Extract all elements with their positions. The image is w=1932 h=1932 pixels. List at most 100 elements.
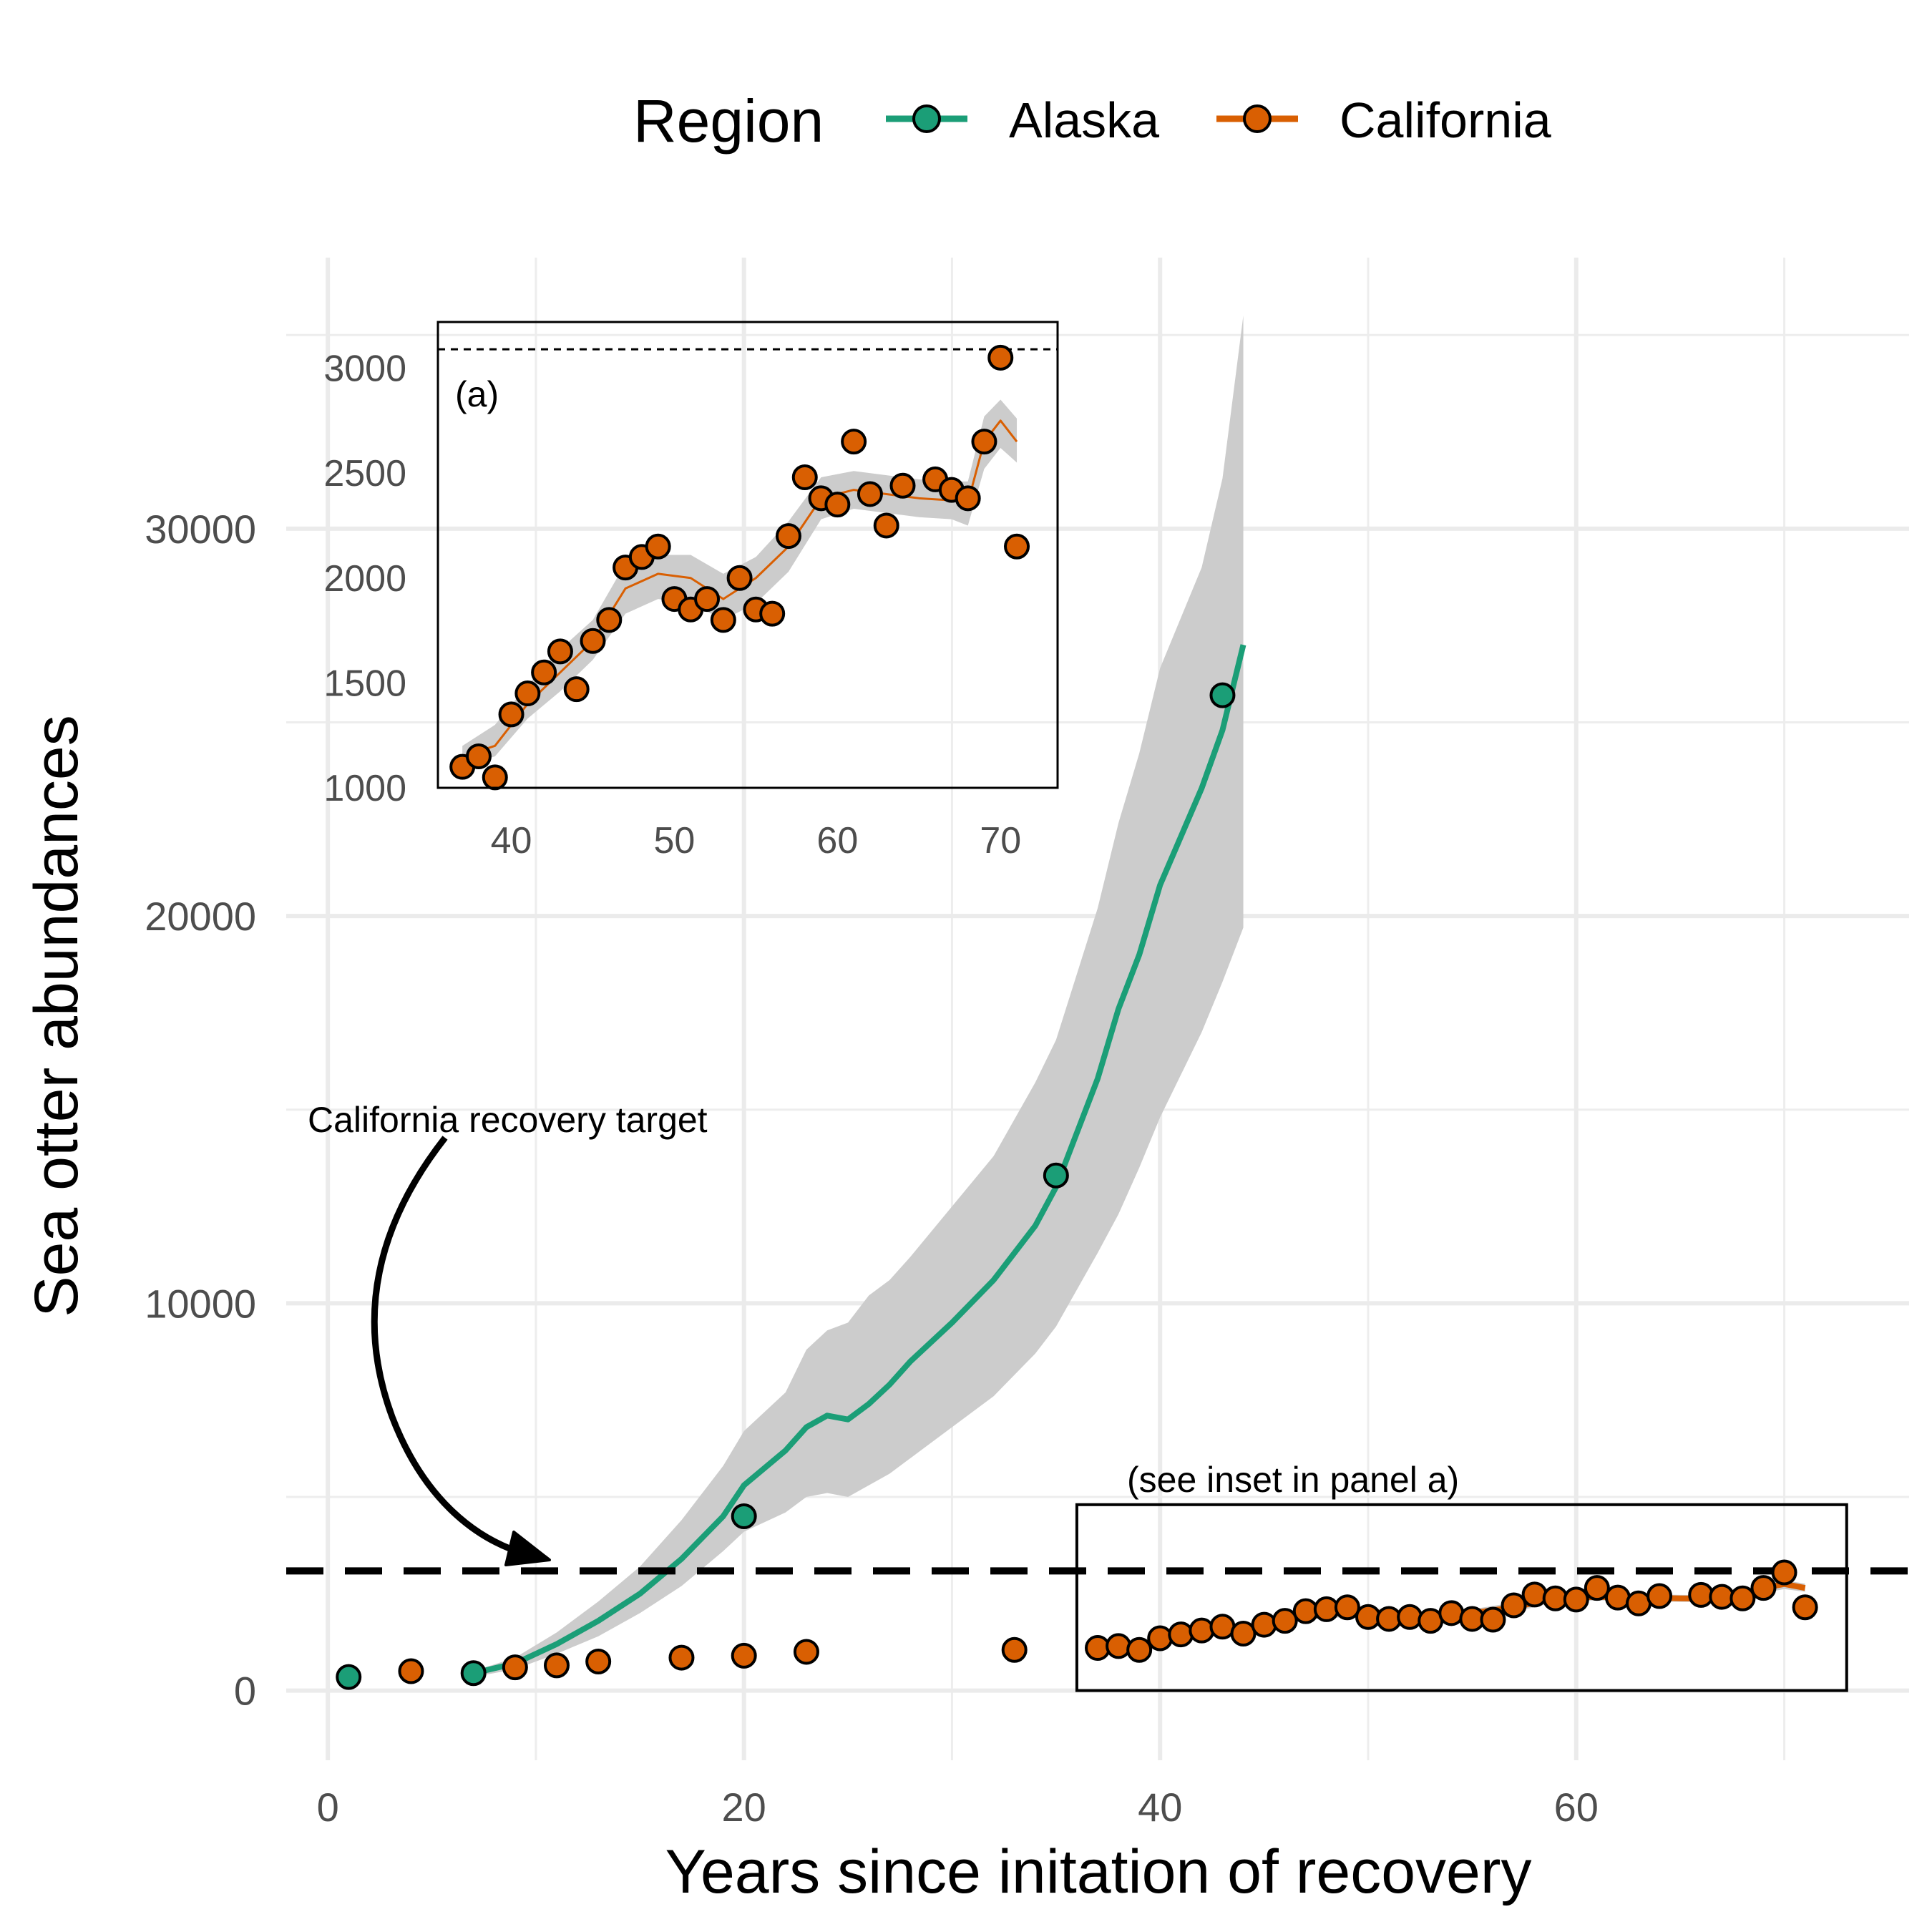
data-point-california <box>1438 1600 1465 1626</box>
inset-data-point <box>498 701 525 728</box>
data-point-california <box>1688 1581 1714 1608</box>
data-point-california <box>1001 1636 1028 1663</box>
inset-data-point <box>759 600 786 627</box>
x-tick-label: 0 <box>317 1785 339 1830</box>
legend-title: Region <box>633 87 824 155</box>
data-point-california <box>1334 1594 1360 1621</box>
recovery-target-arrow <box>371 1136 527 1558</box>
data-point-california <box>1313 1596 1340 1622</box>
ci-band-alaska <box>473 316 1244 1677</box>
data-point-california <box>1771 1559 1797 1586</box>
data-point-california <box>1168 1621 1194 1648</box>
inset-data-point <box>841 429 867 455</box>
x-tick-label: 40 <box>1138 1785 1182 1830</box>
x-tick-label: 20 <box>722 1785 766 1830</box>
inset-x-tick-label: 40 <box>491 820 532 862</box>
fit-line-alaska <box>472 644 1246 1677</box>
inset-x-axis-ticks: 40 50 60 70 <box>491 820 1022 862</box>
data-point-california <box>1106 1633 1132 1659</box>
inset-region-box <box>1075 1503 1848 1692</box>
inset-y-axis-ticks: 1000 1500 2000 2500 3000 <box>323 348 406 809</box>
x-axis-title: Years since initation of recovery <box>665 1838 1531 1906</box>
data-point-alaska <box>1209 682 1236 708</box>
data-point-california <box>1189 1617 1215 1644</box>
data-point-california <box>1126 1636 1153 1663</box>
data-point-california <box>1563 1586 1589 1613</box>
y-axis-title: Sea otter abundances <box>22 715 91 1317</box>
inset-y-tick-label: 1000 <box>323 768 406 809</box>
inset-data-point <box>971 429 997 455</box>
data-point-alaska <box>731 1503 757 1530</box>
inset-data-point <box>531 659 557 686</box>
inset-y-tick-label: 3000 <box>323 348 406 390</box>
inset-y-tick-label: 2000 <box>323 558 406 600</box>
inset-y-tick-label: 1500 <box>323 663 406 704</box>
inset-note-label: (see inset in panel a) <box>1127 1460 1459 1500</box>
data-point-california <box>1147 1625 1174 1652</box>
data-point-california <box>731 1642 757 1669</box>
data-point-california <box>1750 1575 1777 1601</box>
data-point-california <box>1355 1604 1381 1630</box>
x-tick-label: 60 <box>1554 1785 1599 1830</box>
inset-data-point <box>726 565 753 591</box>
data-point-california <box>793 1639 819 1665</box>
data-point-california <box>1480 1606 1506 1633</box>
data-point-california <box>1729 1585 1756 1611</box>
inset-data-point <box>987 344 1014 371</box>
inset-region-rect <box>1075 1503 1848 1692</box>
recovery-target-arrowhead <box>504 1531 551 1566</box>
y-tick-label: 30000 <box>145 507 256 552</box>
data-point-california <box>1584 1575 1610 1601</box>
data-point-california <box>668 1644 695 1671</box>
data-point-california <box>1230 1621 1257 1647</box>
inset-data-point <box>889 472 916 499</box>
recovery-target-label: California recovery target <box>308 1100 708 1140</box>
inset-data-point <box>775 523 801 550</box>
inset-data-point <box>710 607 736 633</box>
inset-x-tick-label: 50 <box>654 820 696 862</box>
inset-data-point <box>596 607 623 633</box>
data-point-alaska <box>336 1664 362 1690</box>
inset-x-tick-label: 60 <box>816 820 858 862</box>
inset-data-point <box>694 586 721 613</box>
inset-data-point <box>1004 533 1030 560</box>
inset-data-point <box>514 680 541 707</box>
data-point-california <box>1292 1598 1319 1624</box>
inset-data-point <box>563 676 590 703</box>
inset-y-tick-label: 2500 <box>323 453 406 494</box>
inset-data-point <box>465 743 492 770</box>
y-tick-label: 10000 <box>145 1281 256 1326</box>
inset-panel-tag: (a) <box>455 374 499 414</box>
data-point-california <box>1501 1592 1527 1619</box>
data-points <box>336 682 1818 1690</box>
data-point-california <box>585 1648 612 1674</box>
y-axis-ticks: 0 10000 20000 30000 <box>145 507 256 1714</box>
inset-data-point <box>547 638 573 665</box>
legend-swatch-alaska-point <box>912 104 941 133</box>
data-point-california <box>398 1658 424 1684</box>
data-point-california <box>1646 1583 1673 1609</box>
data-point-alaska <box>460 1660 487 1687</box>
data-point-alaska <box>1043 1162 1069 1189</box>
data-point-california <box>1085 1635 1111 1662</box>
legend-swatch-california-point <box>1243 104 1272 133</box>
data-point-california <box>1709 1584 1735 1610</box>
inset-data-point <box>873 512 899 539</box>
inset-x-tick-label: 70 <box>980 820 1021 862</box>
inset-frame <box>436 321 1059 789</box>
data-point-california <box>544 1652 570 1679</box>
y-tick-label: 0 <box>234 1669 256 1714</box>
inset-data-point <box>645 533 671 560</box>
data-point-california <box>1251 1611 1277 1638</box>
legend: Region Alaska California <box>633 87 1551 155</box>
inset-data-point <box>580 628 606 654</box>
data-point-california <box>1272 1608 1298 1634</box>
x-axis-ticks: 0 20 40 60 <box>317 1785 1599 1830</box>
legend-label-alaska: Alaska <box>1009 92 1159 148</box>
data-point-california <box>1792 1594 1818 1621</box>
inset-data-point <box>857 481 883 507</box>
y-tick-label: 20000 <box>145 894 256 939</box>
inset-data-point <box>824 492 851 518</box>
inset-data-point <box>955 485 981 512</box>
inset-data-points <box>449 344 1030 791</box>
